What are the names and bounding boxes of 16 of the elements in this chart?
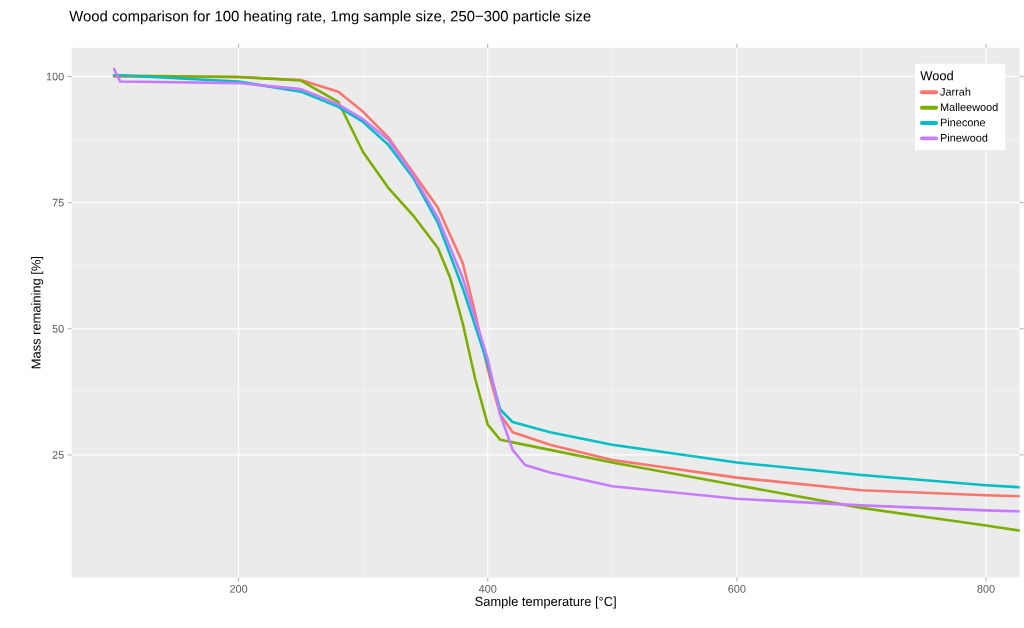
x-tick-label: 400 — [478, 584, 497, 593]
legend-label: Pinewood — [940, 133, 988, 142]
y-tick-label: 100 — [46, 72, 64, 81]
y-tick-label: 50 — [52, 324, 64, 333]
legend-label: Pinecone — [940, 118, 986, 127]
legend-label: Jarrah — [940, 87, 971, 96]
x-axis-title: Sample temperature [°C] — [475, 596, 616, 609]
legend-title: Wood — [920, 70, 953, 81]
x-tick-label: 800 — [977, 584, 995, 593]
y-axis-title: Mass remaining [%] — [31, 256, 44, 369]
x-tick-label: 600 — [728, 584, 746, 593]
y-tick-label: 75 — [52, 198, 64, 207]
chart-title: Wood comparison for 100 heating rate, 1mg sample size, 250−300 particle size — [69, 10, 591, 25]
legend-label: Malleewood — [940, 102, 998, 111]
x-tick-label: 200 — [230, 584, 248, 593]
y-tick-label: 25 — [52, 450, 64, 459]
